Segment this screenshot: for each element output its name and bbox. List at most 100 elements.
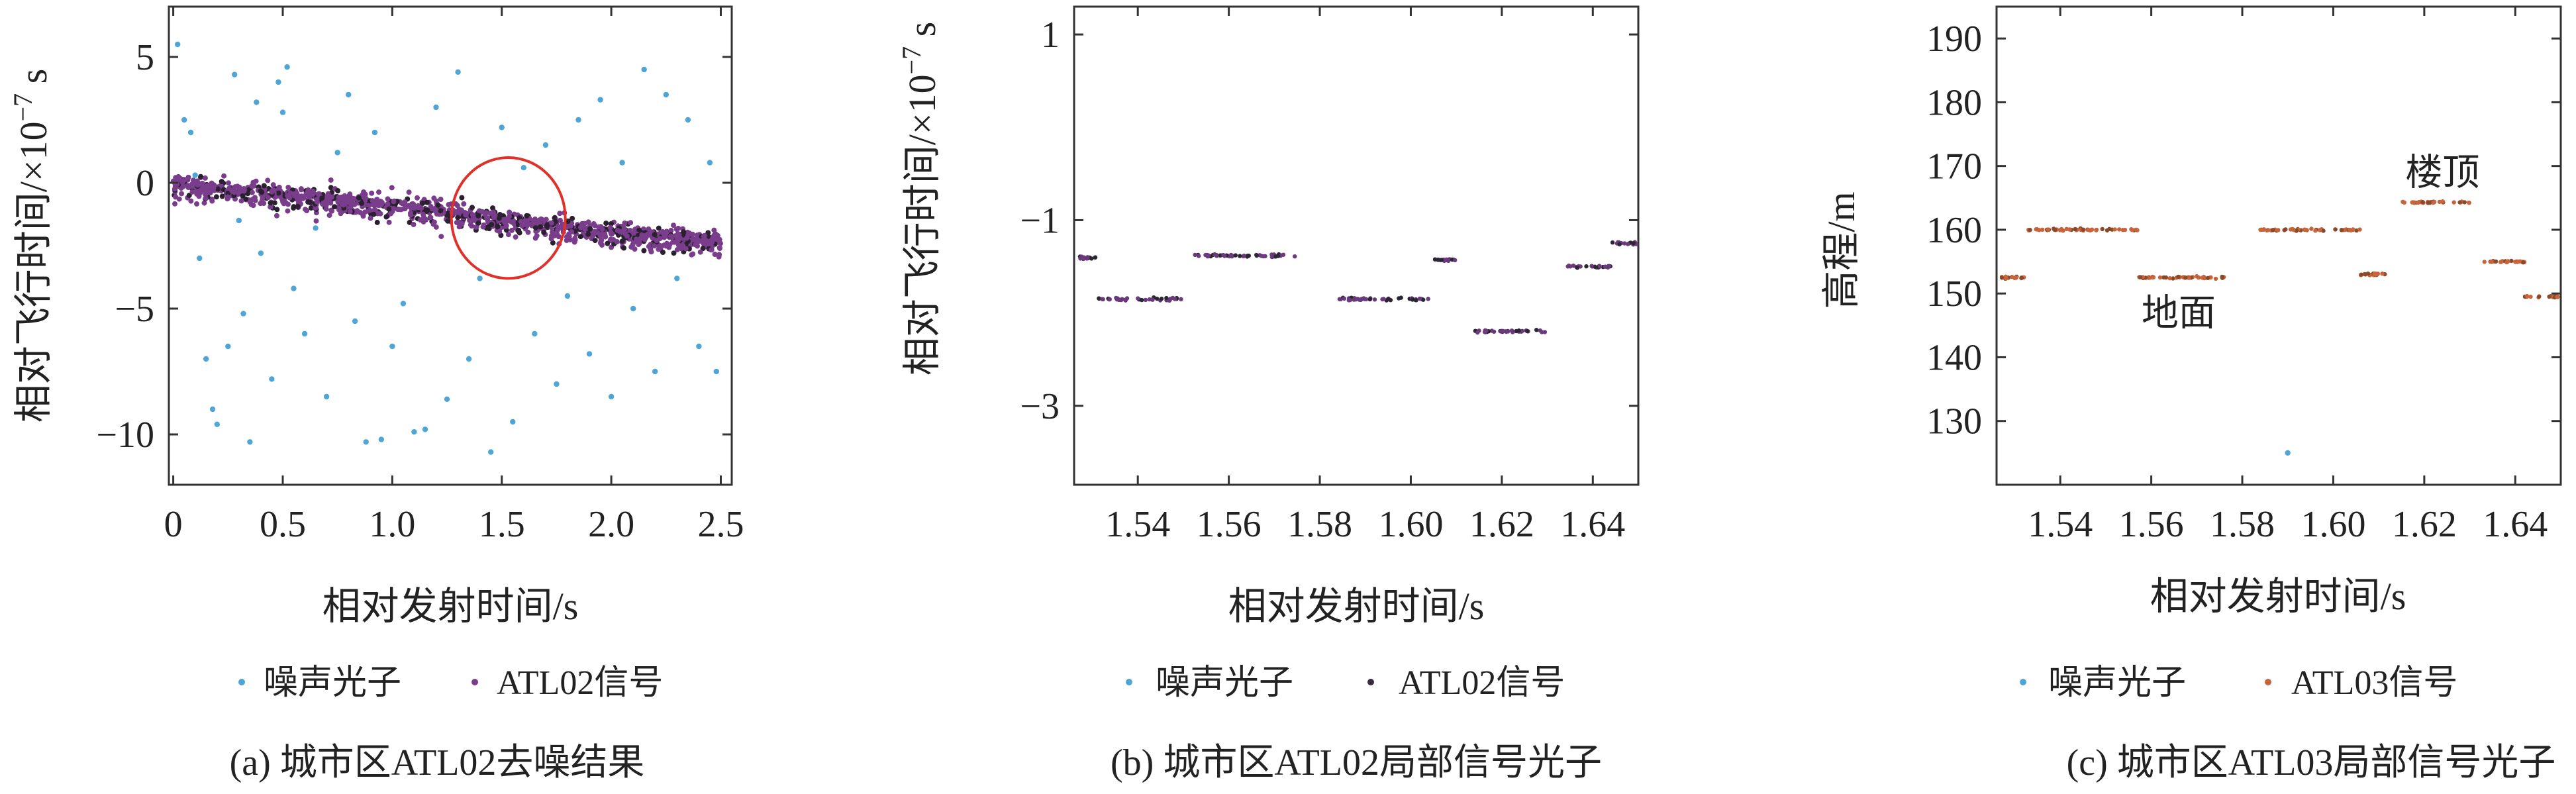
signal-point bbox=[592, 228, 598, 234]
signal-point bbox=[401, 201, 406, 207]
signal-point bbox=[717, 252, 722, 258]
y-axis-label-c: 高程/m bbox=[1820, 191, 1863, 309]
signal-point bbox=[2416, 200, 2420, 205]
signal-point bbox=[523, 222, 529, 228]
legend-marker-noise-a bbox=[238, 679, 245, 685]
signal-point bbox=[636, 242, 642, 247]
signal-point bbox=[340, 202, 346, 208]
signal-point bbox=[712, 236, 718, 242]
signal-point bbox=[1275, 254, 1281, 258]
signal-point bbox=[2135, 228, 2140, 232]
signal-point bbox=[298, 187, 304, 193]
signal-point bbox=[1143, 297, 1148, 303]
signal-point bbox=[490, 205, 495, 211]
signal-point bbox=[1100, 297, 1105, 301]
noise-point bbox=[225, 343, 231, 350]
signal-point bbox=[2037, 228, 2042, 232]
noise-point bbox=[619, 160, 625, 166]
x-tick-label: 1.56 bbox=[2119, 504, 2184, 545]
x-ticks-b: 1.54 1.56 1.58 1.60 1.62 1.64 bbox=[1105, 7, 1625, 545]
x-tick-label: 1.60 bbox=[1378, 504, 1443, 545]
signal-point bbox=[1475, 330, 1480, 335]
signal-point bbox=[259, 189, 265, 195]
signal-point bbox=[565, 219, 571, 224]
legend-marker-signal-b bbox=[1367, 679, 1374, 685]
x-tick-label: 2.5 bbox=[697, 504, 744, 545]
x-tick-label: 0 bbox=[164, 504, 183, 545]
signal-point bbox=[2348, 228, 2353, 232]
signal-point bbox=[2201, 275, 2206, 280]
signal-point bbox=[1446, 258, 1451, 263]
signal-point bbox=[495, 224, 501, 230]
noise-point bbox=[444, 396, 450, 402]
signal-point bbox=[1281, 252, 1286, 257]
signal-point bbox=[2040, 227, 2045, 232]
x-tick-label: 1.62 bbox=[2392, 504, 2457, 545]
x-tick-label: 1.58 bbox=[2210, 504, 2275, 545]
legend-label-signal-b: ATL02信号 bbox=[1399, 664, 1565, 702]
signal-point bbox=[1617, 242, 1622, 247]
signal-point bbox=[2452, 200, 2456, 205]
noise-point bbox=[510, 419, 516, 425]
signal-point bbox=[268, 200, 273, 206]
signal-point bbox=[423, 217, 429, 223]
signal-point bbox=[580, 223, 586, 228]
noise-point bbox=[597, 97, 603, 103]
signal-point bbox=[211, 185, 217, 191]
signal-point bbox=[407, 219, 413, 225]
noise-point bbox=[258, 250, 264, 256]
signal-point bbox=[2073, 226, 2077, 232]
signal-point bbox=[1483, 328, 1487, 333]
signal-point bbox=[369, 190, 375, 196]
signal-point bbox=[2493, 259, 2499, 264]
signal-point bbox=[406, 189, 412, 195]
signal-point bbox=[1388, 298, 1393, 303]
noise-point bbox=[542, 142, 549, 148]
signal-point bbox=[268, 204, 273, 210]
signal-point bbox=[2258, 227, 2263, 232]
signal-point bbox=[489, 222, 495, 228]
noise-point bbox=[175, 41, 181, 48]
signal-point bbox=[708, 240, 714, 246]
noise-point bbox=[433, 104, 439, 111]
signal-point bbox=[2176, 274, 2181, 279]
signal-point bbox=[368, 215, 373, 221]
signal-point bbox=[2196, 275, 2201, 280]
signal-point bbox=[672, 239, 678, 245]
signal-point bbox=[199, 181, 205, 187]
signal-point bbox=[1426, 297, 1430, 301]
signal-point bbox=[646, 226, 652, 232]
signal-point bbox=[550, 240, 556, 246]
legend-marker-signal-c bbox=[2265, 679, 2271, 685]
signal-point bbox=[2426, 201, 2430, 205]
signal-point bbox=[240, 193, 246, 199]
signal-point bbox=[1491, 329, 1497, 334]
noise-point bbox=[674, 275, 680, 281]
legend-label-noise-b: 噪声光子 bbox=[1156, 664, 1293, 702]
signal-point bbox=[269, 189, 275, 195]
noise-point bbox=[520, 165, 526, 171]
signal-point bbox=[378, 202, 384, 208]
noise-point bbox=[422, 426, 428, 432]
signal-point bbox=[693, 242, 699, 248]
signal-point bbox=[313, 218, 319, 224]
signal-point bbox=[292, 191, 298, 197]
signal-point bbox=[2167, 276, 2172, 281]
y-axis-label-b-exp: −7 bbox=[897, 46, 926, 75]
signal-point bbox=[455, 215, 461, 221]
signal-point bbox=[2457, 200, 2462, 205]
signal-point bbox=[627, 228, 633, 233]
signal-point bbox=[198, 174, 204, 179]
signal-point bbox=[2363, 272, 2368, 277]
signal-point bbox=[2085, 227, 2091, 232]
signal-point bbox=[550, 229, 556, 235]
signal-point bbox=[438, 208, 444, 214]
x-ticks-c: 1.54 1.56 1.58 1.60 1.62 1.64 bbox=[2028, 7, 2548, 545]
signal-point bbox=[389, 185, 395, 191]
signal-point bbox=[1367, 297, 1373, 301]
signal-point bbox=[2276, 228, 2281, 232]
y-axis-label-b: 相对飞行时间/×10−7 s bbox=[897, 22, 944, 375]
signal-point bbox=[2187, 275, 2191, 280]
signal-point bbox=[2333, 227, 2338, 232]
signal-point bbox=[301, 195, 307, 201]
